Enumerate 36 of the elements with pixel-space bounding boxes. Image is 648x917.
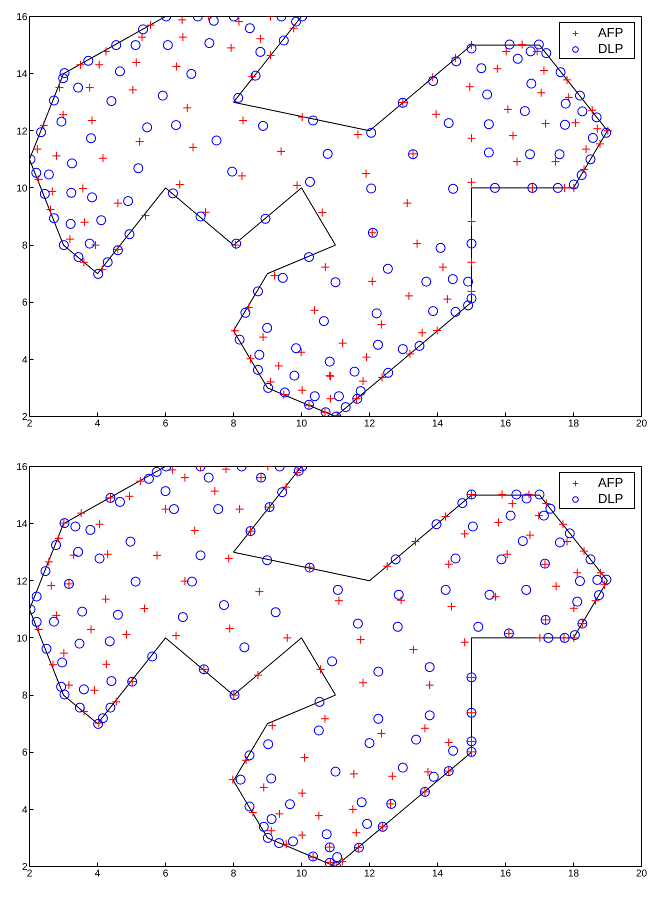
- legend-label: AFP: [598, 475, 624, 490]
- x-tick-label: 20: [636, 418, 648, 430]
- x-tick-label: 4: [94, 418, 101, 430]
- x-tick-label: 8: [230, 868, 237, 880]
- y-tick-label: 6: [22, 748, 28, 759]
- legend-label: DLP: [598, 41, 624, 56]
- y-tick-label: 8: [22, 240, 28, 252]
- x-tick-label: 12: [364, 418, 376, 430]
- y-tick-label: 4: [22, 354, 28, 366]
- x-tick-label: 16: [500, 868, 512, 880]
- y-tick-label: 12: [16, 576, 28, 588]
- y-tick-label: 14: [16, 69, 28, 80]
- x-tick-label: 12: [364, 868, 376, 880]
- x-tick-label: 4: [94, 868, 101, 880]
- x-tick-label: 18: [568, 418, 580, 430]
- x-tick-label: 6: [162, 868, 169, 880]
- x-tick-label: 10: [296, 868, 308, 880]
- x-tick-label: 14: [432, 868, 444, 880]
- y-tick-label: 14: [16, 519, 28, 530]
- y-tick-label: 10: [16, 633, 28, 644]
- x-tick-label: 20: [636, 868, 648, 880]
- y-tick-label: 8: [22, 690, 28, 702]
- x-tick-label: 16: [500, 418, 512, 430]
- x-tick-label: 6: [162, 418, 169, 430]
- legend-label: DLP: [598, 491, 624, 506]
- y-tick-label: 4: [22, 804, 28, 816]
- y-tick-label: 16: [16, 462, 28, 473]
- y-tick-label: 16: [16, 12, 28, 23]
- x-tick-label: 8: [230, 418, 237, 430]
- y-tick-label: 10: [16, 183, 28, 194]
- y-tick-label: 12: [16, 126, 28, 138]
- x-tick-label: 10: [296, 418, 308, 430]
- x-tick-label: 18: [568, 868, 580, 880]
- y-tick-label: 6: [22, 298, 28, 309]
- legend-label: AFP: [598, 25, 624, 40]
- x-tick-label: 14: [432, 418, 444, 430]
